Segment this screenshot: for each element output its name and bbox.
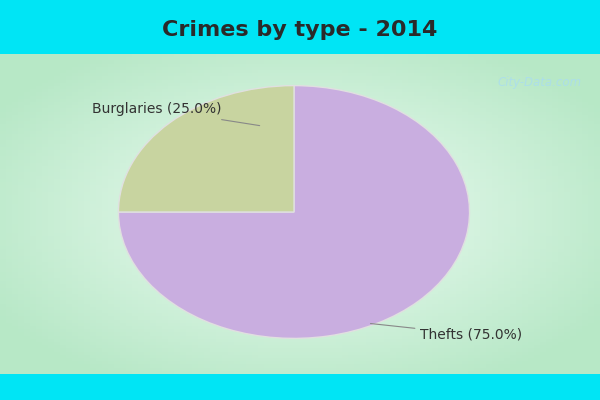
- Text: Crimes by type - 2014: Crimes by type - 2014: [163, 20, 437, 40]
- Text: City-Data.com: City-Data.com: [498, 76, 582, 89]
- Wedge shape: [118, 86, 470, 338]
- Wedge shape: [118, 86, 294, 212]
- Text: Burglaries (25.0%): Burglaries (25.0%): [92, 102, 260, 126]
- Text: Thefts (75.0%): Thefts (75.0%): [370, 324, 523, 342]
